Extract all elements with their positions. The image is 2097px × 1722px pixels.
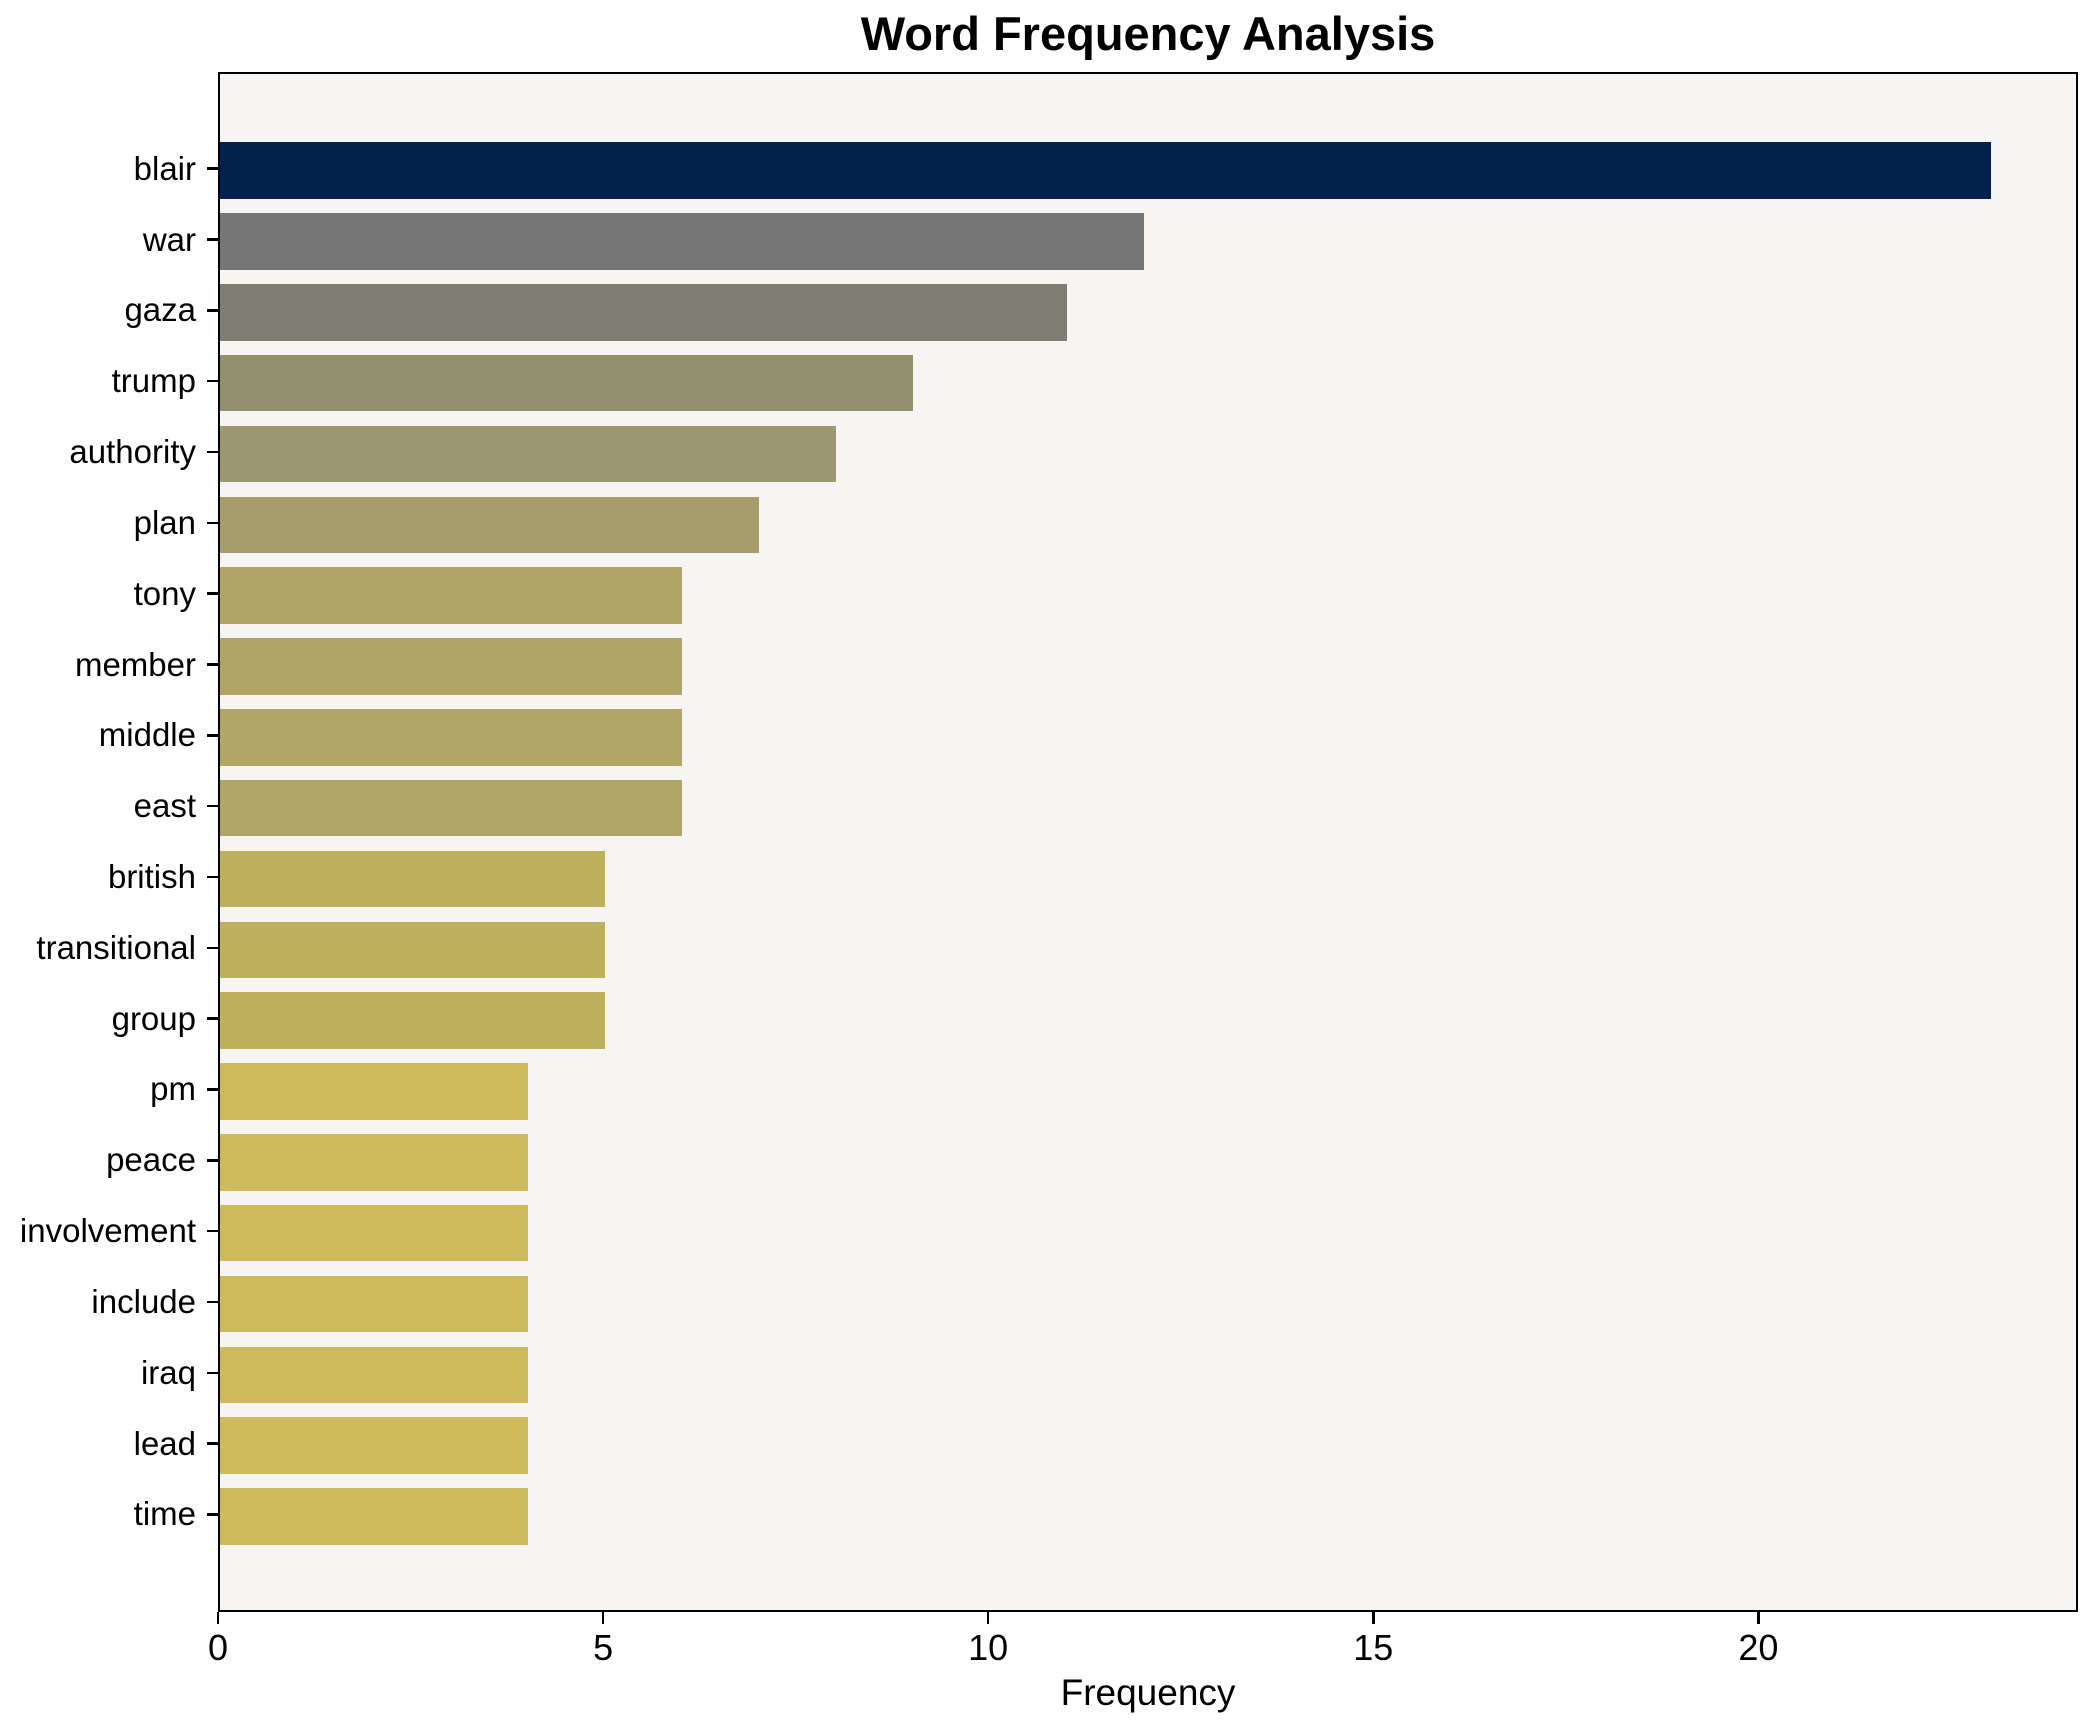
y-tick-mark <box>207 592 218 595</box>
y-tick-label-british: british <box>107 858 196 895</box>
bar-british <box>220 850 606 908</box>
y-tick-label-time: time <box>133 1495 196 1533</box>
y-tick-label-trump: trump <box>111 362 196 400</box>
y-tick-label-include: include <box>91 1282 196 1320</box>
x-tick-label-15: 15 <box>1353 1627 1394 1668</box>
x-tick-label-20: 20 <box>1738 1627 1779 1668</box>
bar-war <box>220 213 1145 270</box>
x-tick-label-10: 10 <box>968 1627 1009 1668</box>
y-tick-label-authority: authority <box>69 433 196 471</box>
bar-east <box>220 779 683 837</box>
x-tick-mark <box>216 1612 220 1624</box>
y-tick-label-middle: middle <box>98 716 196 754</box>
bar-gaza <box>220 284 1068 341</box>
y-tick-mark <box>207 167 218 170</box>
bar-peace <box>220 1134 529 1191</box>
bar-iraq <box>220 1346 529 1404</box>
y-tick-mark <box>207 1371 218 1375</box>
bar-pm <box>220 1063 529 1120</box>
bar-tony <box>220 567 683 624</box>
bar-lead <box>220 1417 529 1474</box>
y-tick-mark <box>207 804 218 808</box>
bar-member <box>220 638 683 695</box>
y-tick-label-gaza: gaza <box>124 291 196 329</box>
x-tick-label-5: 5 <box>593 1627 614 1668</box>
x-tick-mark <box>601 1612 605 1624</box>
bar-trump <box>220 354 914 412</box>
y-tick-label-member: member <box>74 645 196 683</box>
y-tick-mark <box>207 1088 218 1091</box>
y-tick-mark <box>207 521 218 525</box>
y-tick-label-transitional: transitional <box>36 928 196 966</box>
y-tick-label-iraq: iraq <box>140 1353 196 1391</box>
x-tick-mark <box>1372 1612 1375 1624</box>
plot-area <box>218 72 2078 1612</box>
y-tick-mark <box>207 1300 218 1304</box>
chart-title: Word Frequency Analysis <box>860 7 1436 60</box>
y-tick-mark <box>207 238 218 241</box>
bar-plan <box>220 496 760 554</box>
y-tick-mark <box>207 379 218 383</box>
plot-inner <box>220 74 2075 1609</box>
bar-involvement <box>220 1204 529 1262</box>
y-tick-mark <box>207 309 218 312</box>
x-tick-mark <box>986 1612 990 1624</box>
y-tick-label-involvement: involvement <box>19 1212 196 1250</box>
x-axis-label: Frequency <box>1060 1672 1236 1713</box>
y-tick-mark <box>207 734 218 737</box>
y-tick-label-tony: tony <box>133 574 196 612</box>
y-tick-mark <box>207 450 218 454</box>
y-tick-label-plan: plan <box>133 503 196 541</box>
bar-middle <box>220 709 683 766</box>
bar-include <box>220 1275 529 1333</box>
bar-group <box>220 992 606 1049</box>
y-tick-label-east: east <box>133 787 196 825</box>
y-tick-mark <box>207 1513 218 1516</box>
x-tick-label-0: 0 <box>207 1627 229 1668</box>
y-tick-label-group: group <box>111 999 196 1037</box>
y-tick-mark <box>207 946 218 950</box>
bar-blair <box>220 142 1992 199</box>
y-tick-mark <box>207 663 218 666</box>
bar-transitional <box>220 921 606 979</box>
bar-authority <box>220 425 837 483</box>
y-tick-mark <box>207 1017 218 1020</box>
y-tick-label-pm: pm <box>150 1070 196 1108</box>
y-tick-label-war: war <box>142 220 196 258</box>
y-tick-label-lead: lead <box>133 1424 196 1462</box>
bar-time <box>220 1488 529 1545</box>
y-tick-mark <box>207 1229 218 1233</box>
y-tick-label-blair: blair <box>133 149 196 187</box>
y-tick-mark <box>207 1442 218 1445</box>
y-tick-mark <box>207 1159 218 1162</box>
y-tick-mark <box>207 875 218 879</box>
x-tick-mark <box>1757 1612 1760 1624</box>
y-tick-label-peace: peace <box>106 1141 196 1179</box>
